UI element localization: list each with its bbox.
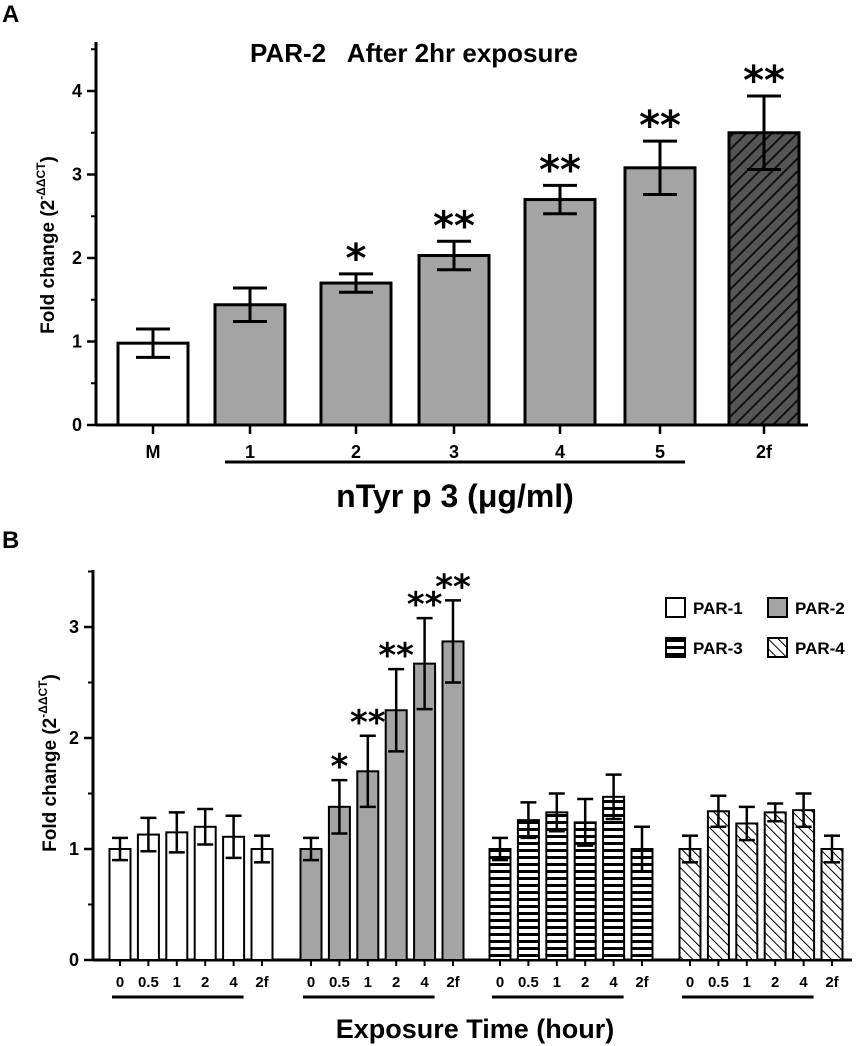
x-tick-label: 4 [555,442,565,462]
bar [417,253,491,427]
bar [735,822,759,961]
y-tick-label: 1 [69,839,79,859]
bar [193,825,217,961]
bar [792,809,816,962]
x-tick-label: 0.5 [329,974,350,991]
y-tick-label: 3 [69,617,79,637]
x-tick-label: 2f [825,974,839,991]
legend-swatch [665,597,686,618]
x-tick-label: 1 [743,974,751,991]
x-tick-label: 1 [553,974,561,991]
x-tick-label: 3 [449,442,459,462]
legend-swatch [665,637,686,658]
x-tick-label: 2 [581,974,589,991]
x-tick-label: 2f [255,974,269,991]
legend: PAR-1 PAR-2 PAR-3 PAR-4 [665,597,845,658]
y-tick-label: 0 [72,415,82,435]
x-tick-label: 1 [173,974,181,991]
y-tick-label: 1 [72,332,82,352]
significance-marker: ** [378,636,414,676]
x-tick-label: 0.5 [518,974,539,991]
x-tick-label: 5 [655,442,665,462]
panel-a-label: A [2,1,19,28]
x-tick-label: 0 [116,974,124,991]
x-tick-label: 2f [635,974,649,991]
x-tick-label: 2f [446,974,460,991]
x-tick-label: 0 [686,974,694,991]
bar [763,811,787,961]
bar [602,795,626,962]
significance-marker: * [331,747,349,787]
panel-b-x-axis-label: Exposure Time (hour) [336,1014,615,1044]
x-tick-label: 0.5 [708,974,729,991]
bar [441,640,465,961]
bar [299,848,323,961]
bar [623,166,697,427]
bar [678,848,702,961]
panel-b: B Fold change (2-ΔΔCT) Exposure Time (ho… [2,527,852,1044]
panel-a-y-axis-label: Fold change (2-ΔΔCT) [34,156,59,334]
x-tick-label: 0 [496,974,504,991]
legend-swatch [767,637,788,658]
x-tick-label: 2 [351,442,361,462]
x-tick-label: 2 [201,974,209,991]
panel-a-title: PAR-2 After 2hr exposure [250,38,578,68]
legend-label: PAR-3 [693,639,743,658]
x-tick-label: 2 [392,974,400,991]
legend-label: PAR-4 [795,639,845,658]
x-tick-label: 2 [771,974,779,991]
x-tick-label: 4 [609,974,618,991]
bar [488,848,512,961]
legend-label: PAR-1 [693,599,743,618]
x-tick-label: 1 [364,974,372,991]
significance-marker: ** [350,703,386,743]
bar [727,131,801,427]
significance-marker: * [346,236,367,282]
y-tick-label: 4 [72,81,82,101]
y-tick-label: 2 [69,728,79,748]
bar [319,281,393,427]
legend-swatch [767,597,788,618]
x-tick-label: 4 [799,974,808,991]
y-tick-label: 2 [72,248,82,268]
bar [213,303,287,427]
panel-b-y-axis-label: Fold change (2-ΔΔCT) [36,674,61,852]
bar [516,819,540,962]
significance-marker: ** [407,585,443,625]
x-tick-label: 2f [756,442,773,462]
x-tick-label: 4 [420,974,429,991]
significance-marker: ** [639,103,681,149]
bar [136,833,160,962]
y-tick-label: 0 [69,950,79,970]
y-tick-label: 3 [72,165,82,185]
bar [706,810,730,962]
x-tick-label: 0.5 [138,974,159,991]
significance-marker: ** [743,58,785,104]
x-tick-label: 4 [229,974,238,991]
panel-a-x-axis-label: nTyr p 3 (μg/ml) [336,478,574,514]
panel-a: A PAR-2 After 2hr exposure Fold change (… [2,1,808,514]
bar [108,848,132,961]
bar [820,848,844,961]
legend-label: PAR-2 [795,599,845,618]
significance-marker: ** [433,203,475,249]
x-tick-label: M [146,442,161,462]
x-tick-label: 0 [307,974,315,991]
bar [523,198,597,427]
bar [250,848,274,961]
significance-marker: ** [539,147,581,193]
x-tick-label: 1 [245,442,255,462]
significance-marker: ** [435,567,471,607]
bar [545,811,569,961]
panel-b-label: B [2,527,19,554]
